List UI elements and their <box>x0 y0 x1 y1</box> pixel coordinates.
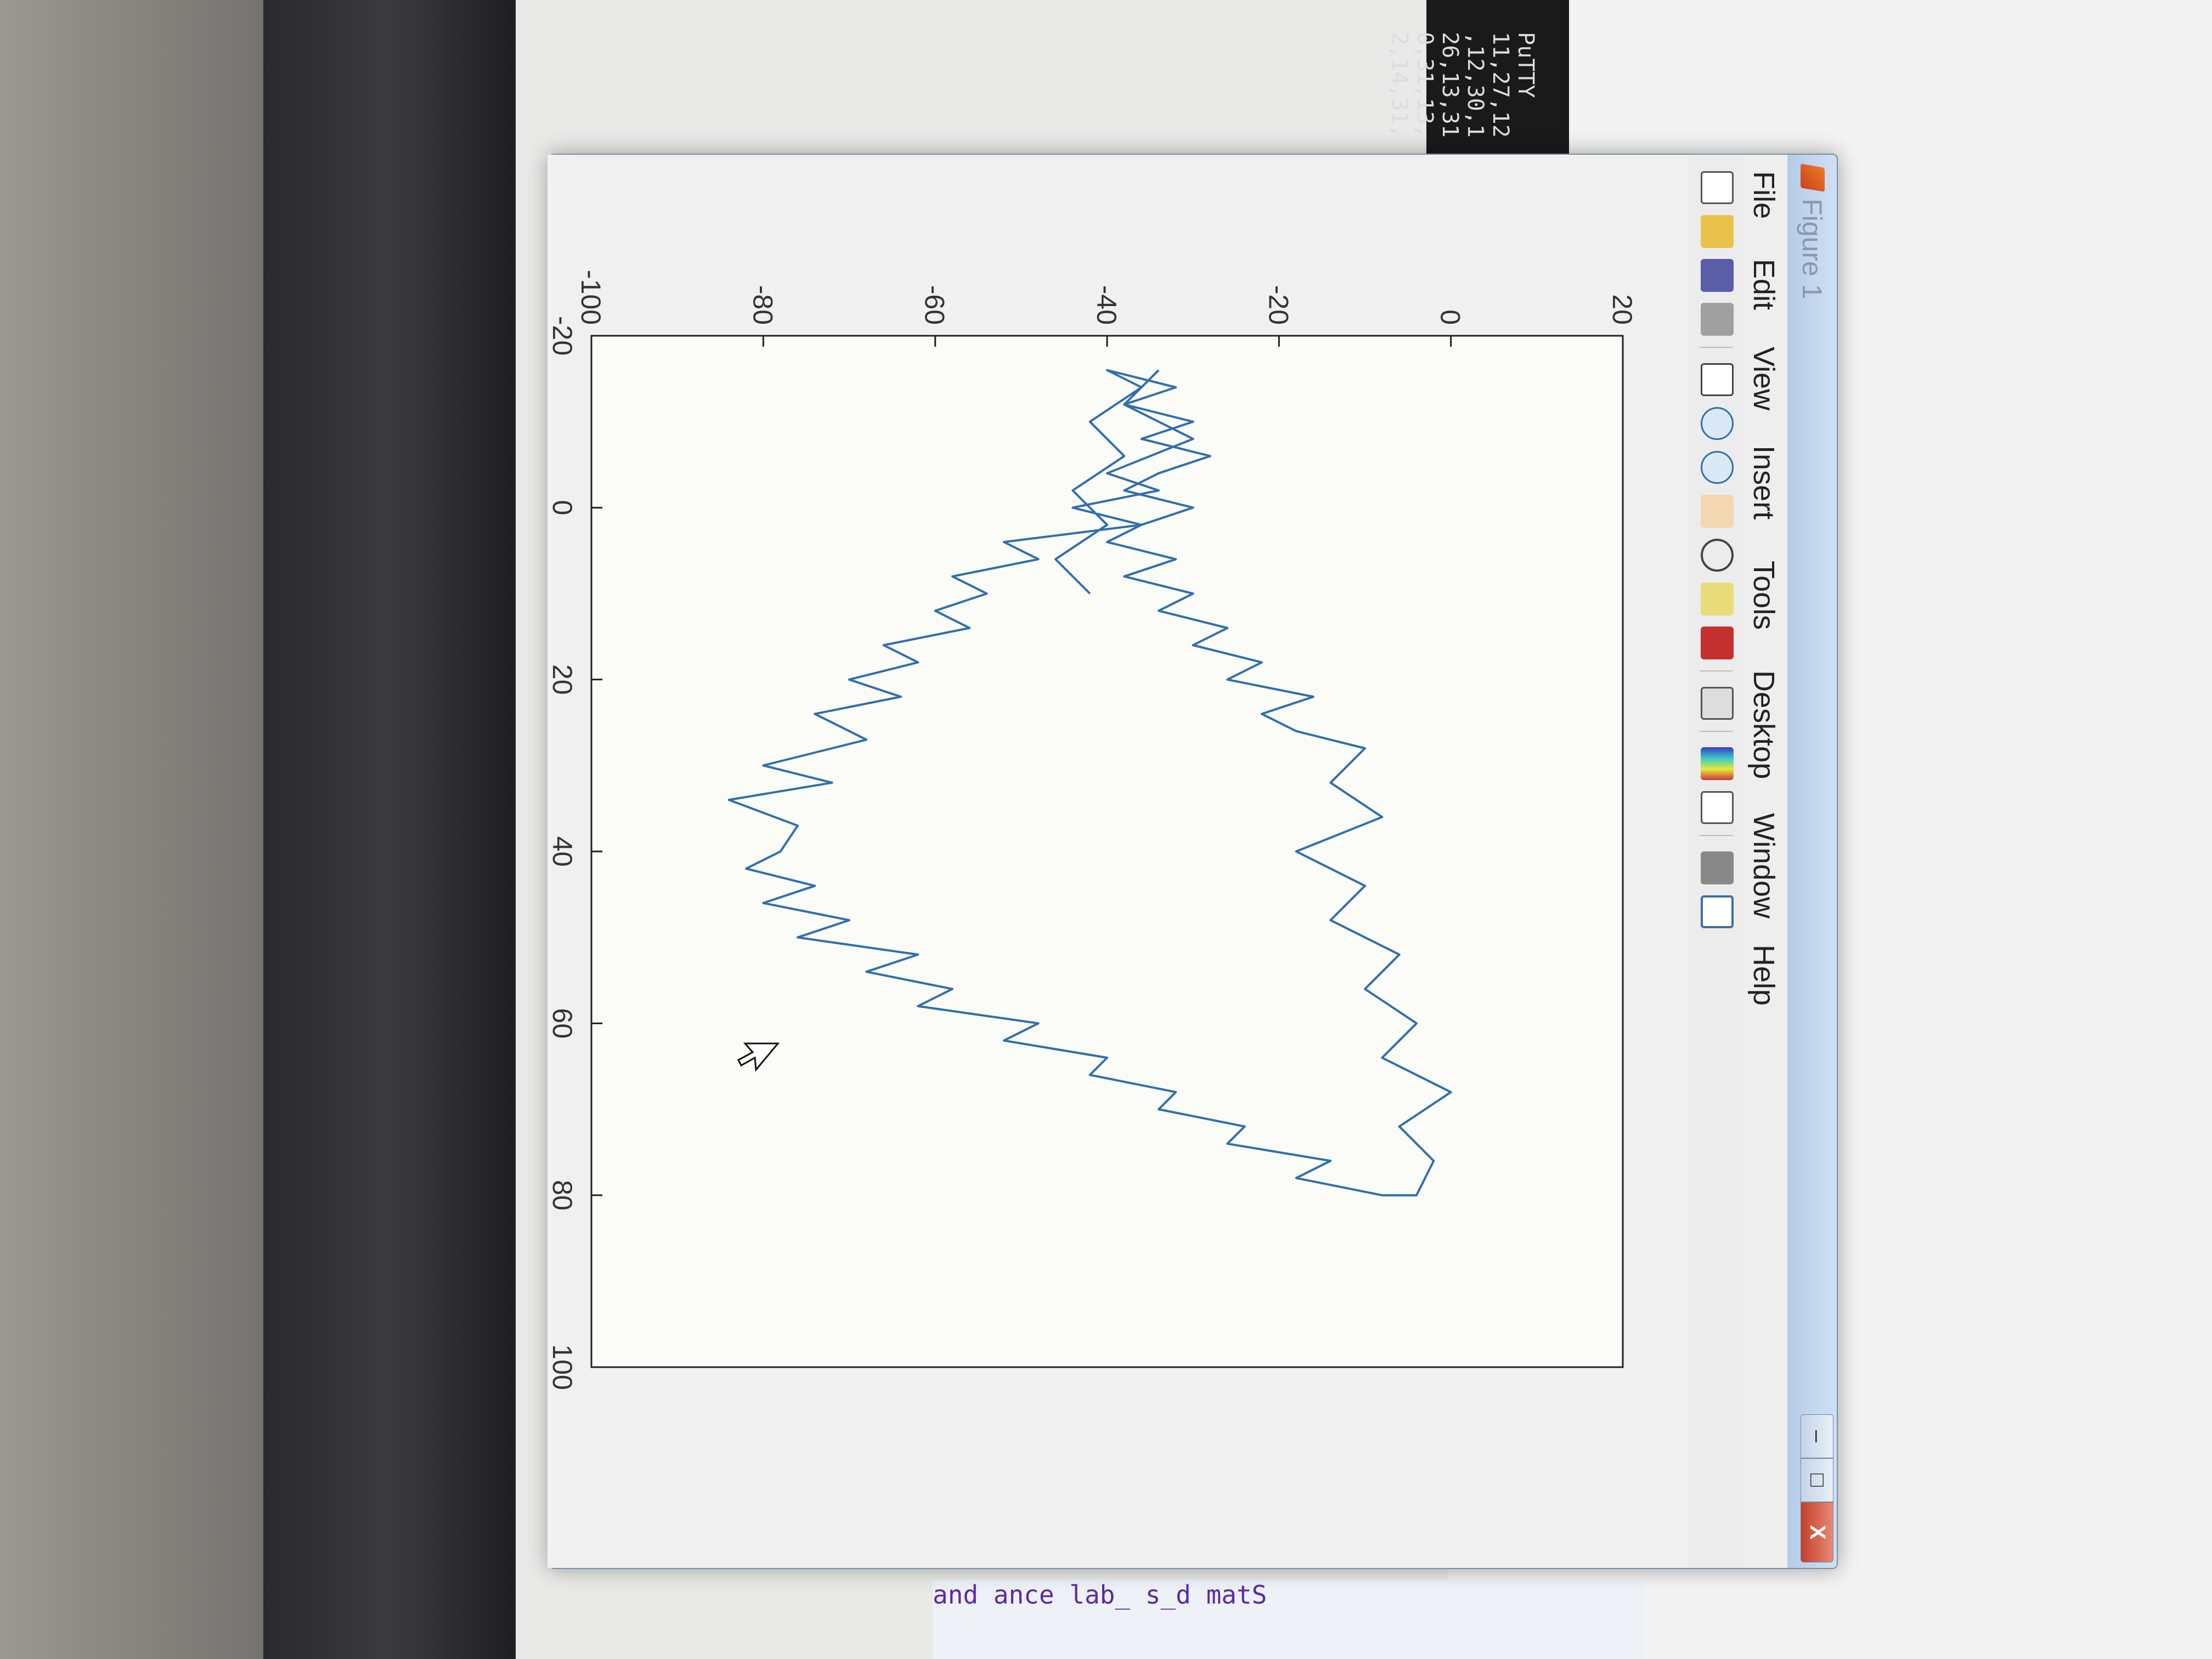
toolbar-separator <box>1700 670 1733 672</box>
zoom-out-icon[interactable] <box>1701 451 1734 484</box>
putty-terminal-fragment: PuTTY 11,27,12 ,12,30,1 26,13,31 0,31,13… <box>1387 0 1569 165</box>
axis-ticks: -20 0 20 40 60 80 100 -100 -80 -60 -40 -20 0 20 <box>548 270 1638 1390</box>
new-figure-icon[interactable] <box>1701 171 1734 204</box>
putty-line: 11,27,12 <box>1488 32 1513 138</box>
y-tick-label: -40 <box>1091 285 1122 325</box>
x-tick-label: -20 <box>548 316 578 356</box>
side-label: lab_ <box>1069 1580 1131 1610</box>
rotate-3d-icon[interactable] <box>1701 539 1734 572</box>
menu-desktop[interactable]: Desktop <box>1747 670 1780 780</box>
minimize-button[interactable]: – <box>1801 1414 1833 1458</box>
side-label: ance <box>993 1580 1054 1610</box>
plot-axes[interactable]: -20 0 20 40 60 80 100 -100 -80 -60 -40 -20 0 20 <box>548 155 1689 1568</box>
monitor-bezel <box>263 0 516 1659</box>
window-title: Figure 1 <box>1797 199 1827 300</box>
figure-canvas: -20 0 20 40 60 80 100 -100 -80 -60 -40 -20 0 20 <box>548 155 1689 1568</box>
save-icon[interactable] <box>1701 259 1734 292</box>
axes-box <box>590 335 1624 1368</box>
code-fragment: s_d <box>1145 1580 1191 1610</box>
putty-line: 26,13,31 <box>1437 32 1463 138</box>
toolbar <box>1688 155 1743 1568</box>
menu-window[interactable]: Window <box>1747 813 1780 919</box>
colorbar-icon[interactable] <box>1701 747 1734 780</box>
menu-insert[interactable]: Insert <box>1747 445 1780 520</box>
pointer-icon[interactable] <box>1701 363 1734 396</box>
y-tick-label: -60 <box>919 285 950 325</box>
mouse-cursor-icon <box>737 1042 780 1072</box>
menu-file[interactable]: File <box>1747 171 1780 219</box>
data-cursor-icon[interactable] <box>1701 583 1734 616</box>
legend-icon[interactable] <box>1701 791 1734 824</box>
title-bar[interactable]: Figure 1 – □ X <box>1787 155 1837 1568</box>
toolbar-separator <box>1700 731 1733 732</box>
x-tick-label: 80 <box>548 1180 578 1211</box>
putty-title: PuTTY <box>1513 32 1538 98</box>
putty-line: 2,14,31, <box>1387 32 1412 138</box>
x-tick-label: 0 <box>548 500 578 515</box>
maximize-button[interactable]: □ <box>1801 1458 1833 1502</box>
brush-icon[interactable] <box>1701 627 1734 659</box>
menu-help[interactable]: Help <box>1747 945 1780 1006</box>
y-tick-label: 0 <box>1435 309 1466 325</box>
print-icon[interactable] <box>1701 303 1734 336</box>
open-file-icon[interactable] <box>1701 215 1734 248</box>
putty-line: 0,31,13, <box>1412 32 1437 138</box>
data-line-series <box>727 369 1452 1197</box>
y-tick-label: 20 <box>1607 294 1638 325</box>
matlab-logo-icon <box>1801 163 1825 192</box>
figure-window[interactable]: Figure 1 – □ X File Edit View Insert Too… <box>548 154 1838 1569</box>
background-code-fragment: and ance lab_ s_d matS <box>933 1580 1646 1659</box>
toolbar-separator <box>1700 835 1733 836</box>
menu-edit[interactable]: Edit <box>1747 259 1780 311</box>
hide-plot-tools-icon[interactable] <box>1701 851 1734 884</box>
show-plot-tools-icon[interactable] <box>1701 895 1734 928</box>
side-label: and <box>933 1580 979 1610</box>
y-tick-label: -100 <box>575 270 606 325</box>
x-tick-label: 60 <box>548 1008 578 1039</box>
pan-hand-icon[interactable] <box>1701 495 1734 528</box>
putty-line: ,12,30,1 <box>1463 32 1488 138</box>
y-tick-label: -80 <box>747 285 778 325</box>
code-fragment: matS <box>1206 1580 1267 1610</box>
menu-view[interactable]: View <box>1747 347 1780 411</box>
link-plot-icon[interactable] <box>1701 687 1734 720</box>
menu-tools[interactable]: Tools <box>1747 561 1780 630</box>
close-button[interactable]: X <box>1801 1502 1833 1562</box>
x-tick-label: 20 <box>548 664 578 695</box>
menu-bar: File Edit View Insert Tools Desktop Wind… <box>1743 155 1787 1568</box>
background-wall <box>0 0 263 1659</box>
zoom-in-icon[interactable] <box>1701 407 1734 440</box>
x-tick-label: 40 <box>548 836 578 867</box>
y-tick-label: -20 <box>1263 285 1294 325</box>
toolbar-separator <box>1700 347 1733 348</box>
x-tick-label: 100 <box>548 1344 578 1390</box>
